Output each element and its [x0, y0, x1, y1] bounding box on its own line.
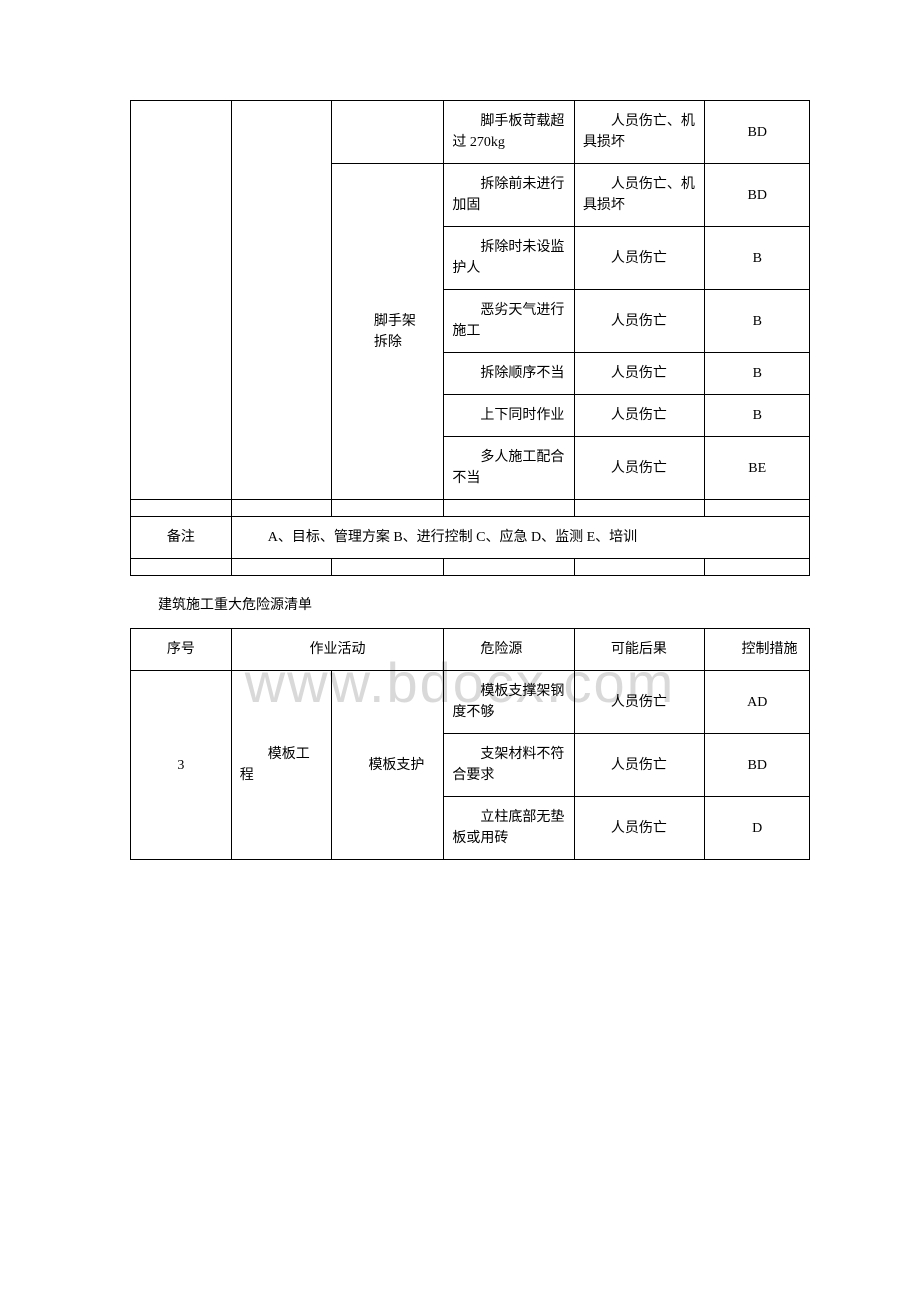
- cell-measure: BE: [705, 437, 810, 500]
- cell-result: 人员伤亡: [574, 671, 705, 734]
- cell-danger: 立柱底部无垫板或用砖: [444, 797, 575, 860]
- cell-result: 人员伤亡: [574, 437, 705, 500]
- cell-text: 拆除前未进行加固: [452, 174, 566, 216]
- cell-danger: 脚手板苛载超过 270kg: [444, 101, 575, 164]
- cell-text: 人员伤亡: [583, 405, 697, 426]
- table-row: 3 模板工程 模板支护 模板支撑架钢度不够 人员伤亡 AD: [131, 671, 810, 734]
- cell-result: 人员伤亡: [574, 227, 705, 290]
- cell-result: 人员伤亡、机具损坏: [574, 164, 705, 227]
- cell-text: 人员伤亡: [583, 692, 697, 713]
- cell-text: 可能后果: [583, 639, 697, 660]
- cell-category: 脚手架 拆除: [332, 164, 444, 500]
- cell-text: 脚手板苛载超过 270kg: [452, 111, 566, 153]
- cell-text: 恶劣天气进行施工: [452, 300, 566, 342]
- cell-measure: BD: [705, 164, 810, 227]
- cell-empty: [231, 101, 332, 500]
- table-row-empty: [131, 500, 810, 517]
- cell-text: 人员伤亡: [583, 755, 697, 776]
- cell-text: 人员伤亡: [583, 818, 697, 839]
- cell-text: 拆除时未设监护人: [452, 237, 566, 279]
- cell-danger: 支架材料不符合要求: [444, 734, 575, 797]
- table-header-row: 序号 作业活动 危险源 可能后果 控制措施: [131, 629, 810, 671]
- cell-result: 人员伤亡: [574, 734, 705, 797]
- table-row: 脚手板苛载超过 270kg 人员伤亡、机具损坏 BD: [131, 101, 810, 164]
- cell-measure: B: [705, 353, 810, 395]
- cell-text: 人员伤亡、机具损坏: [583, 111, 697, 153]
- table-row-note: 备注 A、目标、管理方案 B、进行控制 C、应急 D、监测 E、培训: [131, 517, 810, 559]
- cell-text: 模板支撑架钢度不够: [452, 681, 566, 723]
- cell-measure: B: [705, 227, 810, 290]
- header-result: 可能后果: [574, 629, 705, 671]
- cell-result: 人员伤亡、机具损坏: [574, 101, 705, 164]
- cell-text: 立柱底部无垫板或用砖: [452, 807, 566, 849]
- cell-empty: [131, 101, 232, 500]
- header-measure: 控制措施: [705, 629, 810, 671]
- cell-note-text: A、目标、管理方案 B、进行控制 C、应急 D、监测 E、培训: [231, 517, 809, 559]
- cell-result: 人员伤亡: [574, 353, 705, 395]
- cell-result: 人员伤亡: [574, 797, 705, 860]
- cell-measure: BD: [705, 101, 810, 164]
- cell-activity-main: 模板工程: [231, 671, 332, 860]
- cell-danger: 模板支撑架钢度不够: [444, 671, 575, 734]
- cell-seq: 3: [131, 671, 232, 860]
- cell-note-label: 备注: [131, 517, 232, 559]
- cell-result: 人员伤亡: [574, 290, 705, 353]
- cell-danger: 上下同时作业: [444, 395, 575, 437]
- cell-danger: 恶劣天气进行施工: [444, 290, 575, 353]
- cell-measure: BD: [705, 734, 810, 797]
- cell-measure: B: [705, 395, 810, 437]
- cell-text: 人员伤亡、机具损坏: [583, 174, 697, 216]
- cell-text: 支架材料不符合要求: [452, 744, 566, 786]
- cell-text: 脚手架 拆除: [340, 311, 435, 353]
- hazard-table-2: 序号 作业活动 危险源 可能后果 控制措施 3 模板工程 模板支护 模板支撑架钢…: [130, 628, 810, 860]
- cell-text: 拆除顺序不当: [452, 363, 566, 384]
- cell-measure: D: [705, 797, 810, 860]
- header-danger: 危险源: [444, 629, 575, 671]
- cell-text: 模板工程: [240, 744, 324, 786]
- cell-measure: AD: [705, 671, 810, 734]
- cell-result: 人员伤亡: [574, 395, 705, 437]
- cell-danger: 拆除前未进行加固: [444, 164, 575, 227]
- cell-activity-sub: 模板支护: [332, 671, 444, 860]
- hazard-table-1: 脚手板苛载超过 270kg 人员伤亡、机具损坏 BD 脚手架 拆除 拆除前未进行…: [130, 100, 810, 576]
- cell-text: 人员伤亡: [583, 458, 697, 479]
- cell-text: 危险源: [452, 639, 566, 660]
- cell-danger: 多人施工配合不当: [444, 437, 575, 500]
- cell-text: 上下同时作业: [452, 405, 566, 426]
- cell-measure: B: [705, 290, 810, 353]
- header-seq: 序号: [131, 629, 232, 671]
- section-title: 建筑施工重大危险源清单: [130, 594, 810, 614]
- table-row-empty: [131, 559, 810, 576]
- cell-text: 控制措施: [713, 639, 801, 660]
- cell-text: 多人施工配合不当: [452, 447, 566, 489]
- cell-text: A、目标、管理方案 B、进行控制 C、应急 D、监测 E、培训: [240, 527, 801, 548]
- cell-empty: [332, 101, 444, 164]
- header-activity: 作业活动: [231, 629, 444, 671]
- cell-text: 人员伤亡: [583, 311, 697, 332]
- cell-danger: 拆除时未设监护人: [444, 227, 575, 290]
- cell-text: 人员伤亡: [583, 248, 697, 269]
- cell-danger: 拆除顺序不当: [444, 353, 575, 395]
- cell-text: 人员伤亡: [583, 363, 697, 384]
- cell-text: 模板支护: [340, 755, 435, 776]
